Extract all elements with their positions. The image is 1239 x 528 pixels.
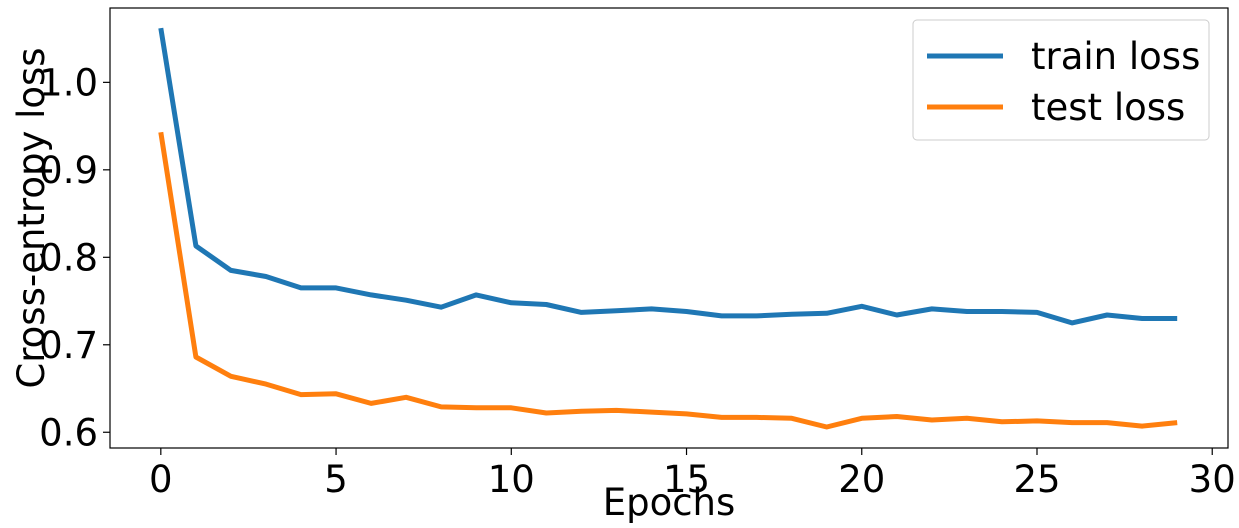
x-tick-label: 25 [1013,458,1060,501]
legend-box [912,19,1210,141]
legend-label: train loss [1031,35,1200,78]
y-tick-label: 0.7 [39,324,98,367]
series-line-train-loss [158,27,1178,326]
legend-label: test loss [1031,86,1185,129]
y-tick-label: 1.0 [39,61,98,104]
x-tick-label: 20 [838,458,885,501]
legend: train loss test loss [912,19,1210,141]
x-axis-title: Epochs [603,481,736,524]
x-tick-label: 30 [1189,458,1236,501]
plot-frame [109,7,1229,449]
x-axis: 0 5 10 15 20 25 30 [149,448,1236,501]
x-tick-label: 0 [149,458,173,501]
x-tick-label: 5 [324,458,348,501]
series-lines [158,27,1178,430]
y-tick-label: 0.6 [39,411,98,454]
y-axis: 0.6 0.7 0.8 0.9 1.0 [39,61,110,454]
y-tick-label: 0.9 [39,149,98,192]
x-tick-label: 15 [663,458,710,501]
series-line-test-loss [158,131,1178,430]
y-axis-title: Cross-entropy loss [10,47,53,388]
x-tick-label: 10 [488,458,535,501]
y-tick-label: 0.8 [39,236,98,279]
